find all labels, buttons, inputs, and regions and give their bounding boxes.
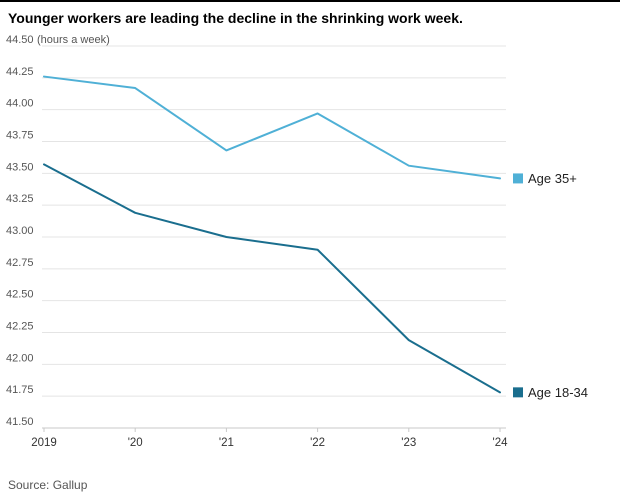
x-tick-label: '20 bbox=[128, 437, 143, 449]
y-tick-label: 41.75 bbox=[6, 384, 34, 396]
series-line-age-18-34 bbox=[43, 162, 501, 393]
y-tick-label: 43.00 bbox=[6, 225, 34, 237]
x-tick-label: '21 bbox=[219, 437, 234, 449]
legend-label-age-18-34: Age 18-34 bbox=[528, 384, 588, 399]
legend-swatch-age-35- bbox=[513, 172, 523, 183]
series-line-age-35- bbox=[43, 75, 501, 179]
y-tick-label: 44.00 bbox=[6, 97, 34, 109]
y-tick-label: 44.50 bbox=[6, 34, 34, 46]
source-note: Source: Gallup bbox=[8, 478, 88, 492]
y-tick-label: 42.00 bbox=[6, 352, 34, 364]
y-tick-label: 43.75 bbox=[6, 129, 34, 141]
y-tick-label: 44.25 bbox=[6, 65, 34, 77]
y-axis-unit-note: (hours a week) bbox=[37, 34, 110, 46]
chart-title: Younger workers are leading the decline … bbox=[8, 10, 463, 26]
y-tick-label: 42.50 bbox=[6, 288, 34, 300]
y-tick-label: 42.25 bbox=[6, 320, 34, 332]
x-tick-label: '22 bbox=[310, 437, 325, 449]
x-tick-label: 2019 bbox=[31, 437, 57, 449]
y-tick-label: 41.50 bbox=[6, 416, 34, 428]
y-tick-label: 43.25 bbox=[6, 193, 34, 205]
y-tick-label: 43.50 bbox=[6, 161, 34, 173]
x-tick-label: '23 bbox=[401, 437, 416, 449]
top-border bbox=[0, 0, 620, 2]
x-tick-label: '24 bbox=[493, 437, 509, 449]
legend-swatch-age-18-34 bbox=[513, 386, 523, 397]
legend-label-age-35-: Age 35+ bbox=[528, 170, 577, 185]
y-tick-label: 42.75 bbox=[6, 256, 34, 268]
line-chart: 44.50 (hours a week) 44.25 44.00 43.75 43.50 4… bbox=[6, 34, 588, 449]
